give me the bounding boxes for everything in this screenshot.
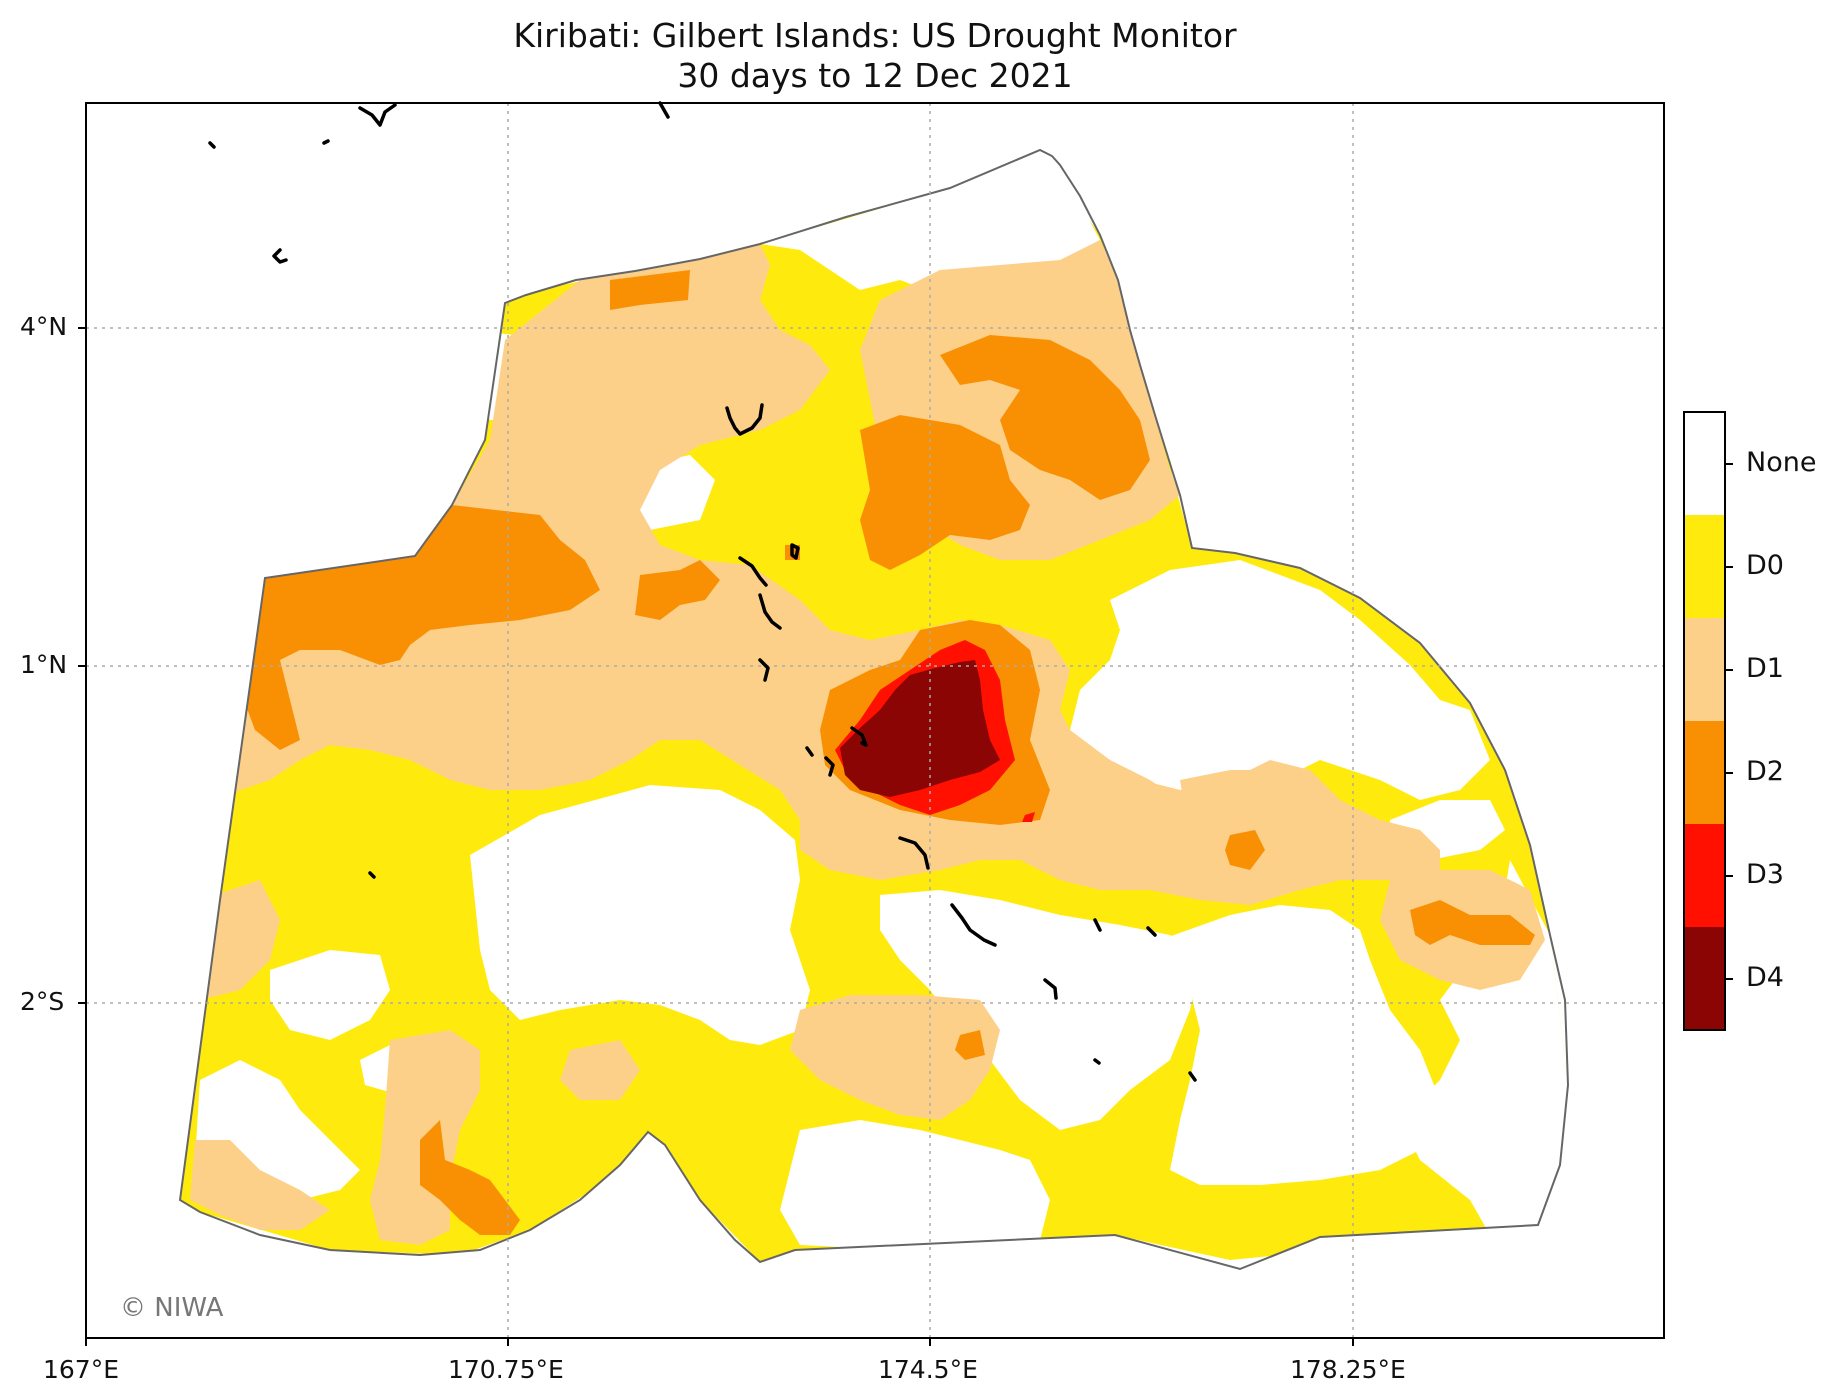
x-tick-label: 174.5°E [878, 1355, 978, 1384]
colorbar-label-d1: D1 [1746, 653, 1784, 684]
island-outline [322, 139, 330, 145]
drought-d2-area [610, 270, 690, 310]
colorbar-swatch-d1 [1684, 618, 1725, 721]
colorbar-label-none: None [1746, 447, 1817, 478]
drought-d2-area [1225, 830, 1265, 870]
map-title: Kiribati: Gilbert Islands: US Drought Mo… [513, 16, 1237, 55]
colorbar-label-d3: D3 [1746, 859, 1784, 890]
island-outline [208, 141, 216, 149]
eez-boundary [178, 148, 1570, 1271]
colorbar-frame [1683, 411, 1726, 1031]
islands [208, 101, 1197, 1082]
drought-none-area [1270, 1030, 1330, 1080]
island-outline [725, 403, 764, 436]
island-outline [1093, 918, 1102, 932]
drought-d2-area [420, 1120, 520, 1235]
x-tick-label: 178.25°E [1290, 1355, 1406, 1384]
drought-none-area [880, 890, 1200, 1130]
drought-d2-area [635, 560, 720, 620]
y-tick-label: 2°S [20, 987, 65, 1016]
drought-d2-area [860, 415, 1030, 570]
colorbar-label-d0: D0 [1746, 550, 1784, 581]
drought-none-area [270, 950, 390, 1040]
drought-d3-area [1022, 812, 1035, 822]
copyright-notice: © NIWA [120, 1293, 224, 1323]
island-outline [758, 593, 782, 630]
y-tick-label: 4°N [20, 312, 68, 341]
tick-marks [78, 327, 1354, 1346]
colorbar-label-d2: D2 [1746, 756, 1784, 787]
drought-d4-area [840, 660, 1000, 797]
drought-d2-area [955, 1030, 985, 1060]
y-tick-label: 1°N [20, 650, 68, 679]
island-outline [790, 543, 800, 560]
island-outline [738, 556, 768, 587]
map-frame [85, 102, 1665, 1339]
colorbar-swatch-d2 [1684, 721, 1725, 824]
colorbar-swatch-none [1684, 412, 1725, 515]
island-outline [898, 836, 930, 870]
drought-d1-area [790, 995, 1000, 1120]
drought-none-area [760, 150, 1100, 295]
drought-none-area [470, 785, 810, 1045]
gridlines [86, 103, 1664, 1338]
x-tick-label: 170.75°E [448, 1355, 564, 1384]
colorbar [1683, 411, 1733, 1031]
map-subtitle: 30 days to 12 Dec 2021 [677, 56, 1073, 95]
island-outline [358, 103, 397, 127]
island-outline [1093, 1058, 1101, 1065]
drought-d2-area [1410, 900, 1535, 945]
island-outline [1043, 978, 1058, 1000]
island-outline [805, 746, 814, 757]
drought-d1-area [190, 1140, 330, 1230]
island-outline [850, 726, 868, 747]
colorbar-swatch-d4 [1684, 927, 1725, 1030]
island-outline [824, 756, 835, 777]
island-outline [272, 248, 288, 264]
drought-d2-area [940, 335, 1150, 500]
island-outline [758, 658, 770, 682]
drought-none-area [780, 1120, 1050, 1248]
colorbar-label-d4: D4 [1746, 962, 1784, 993]
colorbar-swatch-d0 [1684, 515, 1725, 618]
island-outline [658, 101, 670, 119]
island-outline [1188, 1071, 1197, 1082]
drought-d1-area [560, 1040, 640, 1100]
colorbar-ticks [1725, 463, 1733, 980]
island-outline [368, 871, 376, 879]
drought-none-area [1070, 560, 1490, 800]
island-outline [1146, 926, 1157, 937]
colorbar-swatch-d3 [1684, 824, 1725, 927]
drought-d1-area [220, 244, 1440, 905]
x-tick-label: 167°E [43, 1355, 120, 1384]
island-outline [950, 903, 997, 947]
